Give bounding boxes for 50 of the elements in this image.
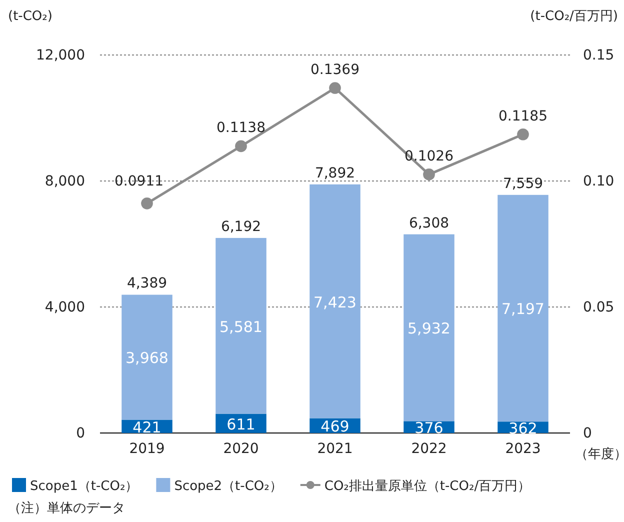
y-tick-label: 8,000 <box>44 173 85 190</box>
data-label: 421 <box>132 418 162 436</box>
total-label: 6,192 <box>220 218 262 235</box>
x-tick-label: 2023 <box>505 440 541 457</box>
bar <box>310 184 360 418</box>
point <box>329 82 341 94</box>
text: （注）単体のデータ <box>8 501 125 516</box>
y2-axis-title: (t-CO₂/百万円) <box>530 9 618 24</box>
bar <box>498 194 548 422</box>
y-tick-label: 0 <box>76 425 85 442</box>
point <box>141 198 153 210</box>
x-tick-label: 2020 <box>223 440 259 457</box>
bar <box>404 234 454 422</box>
data-label: 469 <box>320 418 350 436</box>
y2-tick-label: 0 <box>583 425 592 442</box>
data-label: 0.1369 <box>310 62 360 78</box>
x-tick-label: 2022 <box>411 440 447 457</box>
total-label: 4,389 <box>126 276 168 292</box>
data-label: 611 <box>226 415 256 434</box>
bar <box>216 238 266 414</box>
y2-tick-label: 0.15 <box>583 47 614 64</box>
total-label: 7,892 <box>314 165 356 182</box>
total-label: 7,559 <box>502 176 544 192</box>
legend-label: Scope2（t-CO₂） <box>174 479 282 494</box>
legend-label: CO₂排出量原単位（t-CO₂/百万円） <box>324 479 531 494</box>
data-label: 0.0911 <box>114 173 164 190</box>
data-label: 7,197 <box>502 300 544 318</box>
x-axis-title: （年度） <box>575 446 624 462</box>
data-label: 362 <box>508 419 538 438</box>
data-label: 3,968 <box>126 349 168 368</box>
y2-tick-label: 0.10 <box>583 173 614 190</box>
bar <box>122 294 172 420</box>
data-label: 7,423 <box>314 293 356 312</box>
data-label: 5,932 <box>408 320 450 338</box>
x-tick-label: 2019 <box>129 440 165 457</box>
data-label: 0.1026 <box>404 148 454 164</box>
data-label: 5,581 <box>220 318 262 336</box>
point <box>235 140 247 152</box>
point <box>517 128 529 140</box>
data-label: 0.1138 <box>216 120 266 136</box>
legend-label: Scope1（t-CO₂） <box>30 479 138 494</box>
y-tick-label: 4,000 <box>44 299 85 316</box>
x-tick-label: 2021 <box>317 440 353 457</box>
data-label: 376 <box>414 419 444 438</box>
y2-tick-label: 0.05 <box>583 299 614 316</box>
total-label: 6,308 <box>408 215 450 232</box>
data-label: 0.1185 <box>498 108 548 124</box>
y-tick-label: 12,000 <box>36 47 85 64</box>
point <box>423 168 435 180</box>
y-axis-title: (t-CO₂) <box>8 9 52 24</box>
